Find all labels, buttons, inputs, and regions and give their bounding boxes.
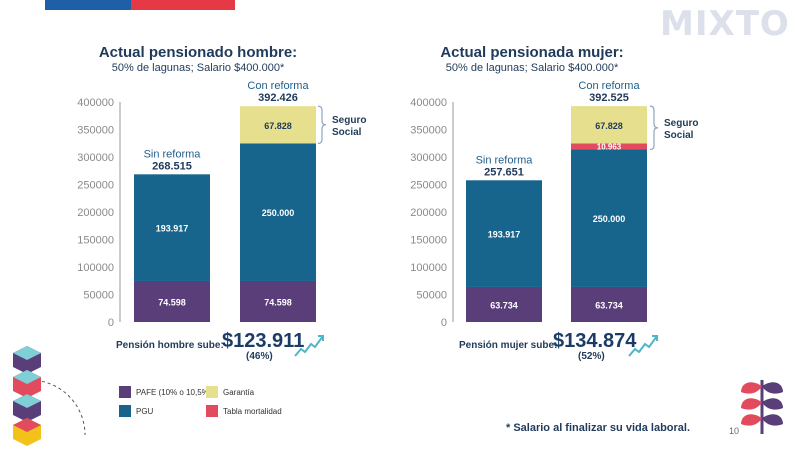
- y-tick-label: 300000: [410, 152, 447, 164]
- data-label: 63.734: [490, 300, 518, 310]
- logo-text: MIXTO: [660, 4, 790, 44]
- y-tick-label: 150000: [410, 235, 447, 247]
- y-tick-label: 250000: [410, 180, 447, 192]
- data-label: 74.598: [264, 297, 292, 307]
- y-tick-label: 150000: [77, 235, 114, 247]
- bar-segment: [466, 180, 542, 287]
- trend-up-icon: [628, 335, 658, 357]
- footnote: * Salario al finalizar su vida laboral.: [506, 422, 691, 434]
- y-tick-label: 350000: [410, 125, 447, 137]
- y-tick-label: 50000: [416, 290, 447, 302]
- bracket-label: Social: [664, 130, 694, 141]
- summary-right-label: Pensión mujer sube:: [459, 340, 558, 351]
- bar-segment: [571, 149, 647, 287]
- page-number: 10: [729, 426, 740, 436]
- decorative-cubes: [13, 346, 86, 446]
- bar-segment: [134, 280, 210, 322]
- bar-total-label: 392.525: [589, 92, 629, 104]
- bar-total-label: 268.515: [152, 160, 192, 172]
- bar-category-label: Con reforma: [247, 80, 309, 92]
- legend-swatch-garantia: [206, 386, 218, 398]
- bar-category-label: Sin reforma: [144, 148, 202, 160]
- bar-segment: [240, 143, 316, 281]
- bar-category-label: Con reforma: [578, 80, 640, 92]
- y-tick-label: 350000: [77, 125, 114, 137]
- decorative-leaves-icon: [741, 380, 783, 434]
- bar-segment: [571, 106, 647, 144]
- legend-swatch-pgu: [119, 405, 131, 417]
- chart-left-subtitle: 50% de lagunas; Salario $400.000*: [111, 62, 285, 74]
- bar-segment: [571, 143, 647, 150]
- summary-left-label: Pensión hombre sube:: [116, 340, 224, 351]
- y-tick-label: 50000: [83, 290, 114, 302]
- summary-right-percent: (52%): [578, 351, 605, 362]
- y-tick-label: 0: [441, 317, 447, 329]
- legend-label-pafe: PAFE (10% o 10,5%): [136, 388, 212, 397]
- data-label: 67.828: [595, 121, 623, 131]
- top-accent-bar-blue: [45, 0, 131, 10]
- data-label: 74.598: [158, 297, 186, 307]
- bar-total-label: 392.426: [258, 92, 298, 104]
- data-label: 63.734: [595, 300, 623, 310]
- y-tick-label: 200000: [77, 207, 114, 219]
- y-tick-label: 100000: [410, 262, 447, 274]
- chart-left-title: Actual pensionado hombre:: [98, 44, 298, 61]
- bracket-label: Social: [332, 127, 362, 138]
- bar-total-label: 257.651: [484, 166, 524, 178]
- summary-left-amount: $123.911: [222, 330, 305, 352]
- legend-swatch-pafe: [119, 386, 131, 398]
- data-label: 193.917: [156, 224, 189, 234]
- y-tick-label: 300000: [77, 152, 114, 164]
- bracket-label: Seguro: [664, 118, 698, 129]
- y-tick-label: 400000: [77, 97, 114, 109]
- seguro-social-bracket: [649, 105, 659, 151]
- summary-right-amount: $134.874: [553, 330, 637, 352]
- chart-right-title: Actual pensionada mujer:: [440, 44, 624, 61]
- summary-left-percent: (46%): [246, 351, 273, 362]
- mixto-logo: MIXTO: [660, 4, 790, 44]
- data-label: 250.000: [593, 214, 626, 224]
- y-tick-label: 250000: [77, 180, 114, 192]
- bar-segment: [571, 286, 647, 322]
- data-label: 193.917: [488, 230, 521, 240]
- y-tick-label: 400000: [410, 97, 447, 109]
- bar-segment: [466, 286, 542, 322]
- y-tick-label: 100000: [77, 262, 114, 274]
- legend-label-garantia: Garantía: [223, 388, 255, 397]
- bar-segment: [240, 106, 316, 144]
- data-label: 67.828: [264, 121, 292, 131]
- chart-right-subtitle: 50% de lagunas; Salario $400.000*: [445, 62, 619, 74]
- legend-label-pgu: PGU: [136, 407, 154, 416]
- data-label: 250.000: [262, 208, 295, 218]
- bar-category-label: Sin reforma: [476, 154, 534, 166]
- trend-up-icon: [294, 335, 324, 357]
- seguro-social-bracket: [317, 105, 327, 145]
- legend-swatch-tabla: [206, 405, 218, 417]
- legend-label-tabla: Tabla mortalidad: [223, 407, 282, 416]
- bar-segment: [134, 174, 210, 281]
- bar-segment: [240, 280, 316, 322]
- bracket-label: Seguro: [332, 115, 366, 126]
- y-tick-label: 0: [108, 317, 114, 329]
- y-tick-label: 200000: [410, 207, 447, 219]
- top-accent-bar-red: [131, 0, 235, 10]
- data-label: 10.963: [597, 142, 622, 151]
